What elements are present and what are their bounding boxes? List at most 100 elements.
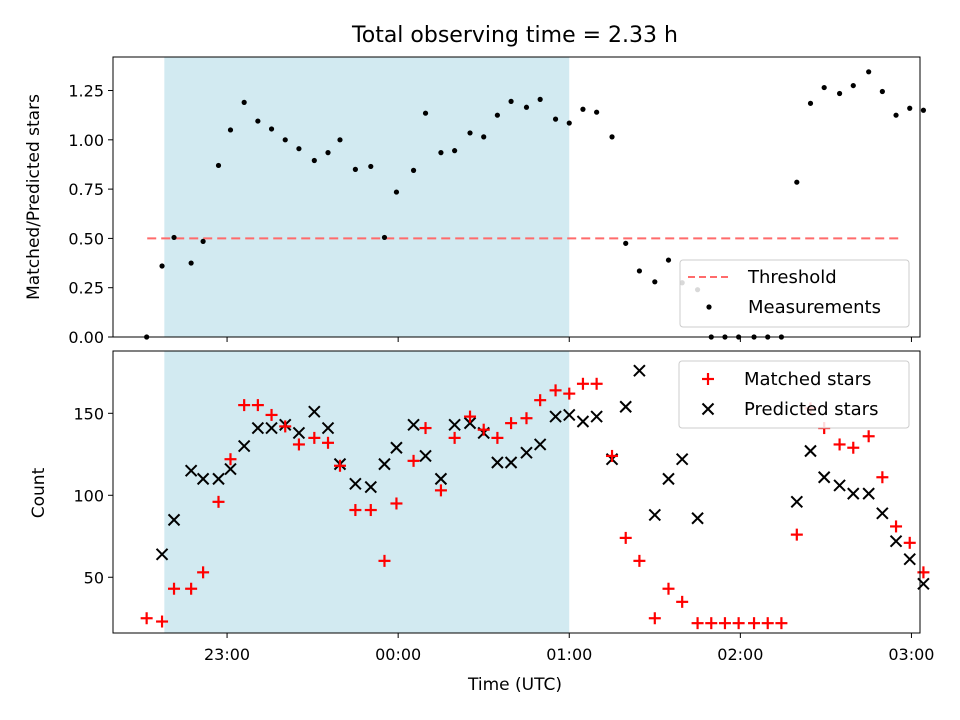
- measurement-point: [920, 107, 927, 113]
- matched-point: [761, 617, 774, 630]
- predicted-point: [349, 477, 362, 491]
- measurement-point: [807, 100, 814, 106]
- matched-point: [619, 531, 632, 544]
- measurement-point: [594, 109, 600, 115]
- x-axis-label: Time (UTC): [467, 675, 562, 695]
- count-xtick-label: 03:00: [888, 645, 934, 664]
- predicted-point: [167, 513, 181, 527]
- measurement-point: [159, 263, 165, 269]
- matched-point: [491, 431, 504, 444]
- predicted-point: [876, 507, 889, 520]
- measurement-point: [850, 82, 856, 89]
- predicted-point: [212, 472, 225, 486]
- predicted-point: [862, 487, 875, 500]
- ratio-shaded-interval: [164, 57, 570, 337]
- matched-point: [448, 431, 461, 444]
- predicted-point: [237, 439, 251, 453]
- matched-point: [590, 377, 603, 390]
- matched-point: [576, 377, 589, 390]
- measurement-point: [537, 96, 543, 102]
- ratio-legend: Threshold Measurements: [679, 259, 910, 328]
- measurement-points: [144, 69, 927, 340]
- ratio-ytick-label: 1.25: [68, 82, 104, 101]
- predicted-point: [533, 438, 547, 451]
- matched-point: [633, 554, 646, 567]
- measurement-point: [438, 150, 444, 156]
- predicted-point: [563, 408, 576, 422]
- matched-point: [790, 528, 803, 541]
- count-xtick-label: 02:00: [717, 645, 763, 664]
- matched-point: [168, 582, 181, 595]
- measurement-point: [215, 162, 222, 169]
- ratio-panel: 0.00 0.25 0.50 0.75 1.00 1.25 Matched/Predict…: [24, 56, 927, 347]
- matched-point: [775, 617, 788, 630]
- measurement-point: [652, 279, 658, 285]
- matched-point: [308, 431, 321, 444]
- measurement-point: [368, 163, 374, 170]
- matched-point: [732, 617, 745, 630]
- matched-point: [292, 438, 305, 451]
- matched-point: [705, 617, 718, 630]
- measurement-point: [255, 118, 261, 124]
- predicted-point: [833, 479, 846, 492]
- measurement-point: [422, 110, 429, 116]
- matched-point: [407, 454, 420, 467]
- count-ytick-label: 100: [73, 486, 104, 505]
- ratio-ytick-label: 0.75: [68, 180, 104, 199]
- legend-predicted-swatch: [701, 402, 715, 416]
- predicted-point: [448, 418, 461, 431]
- matched-point: [520, 412, 533, 425]
- measurement-point: [636, 268, 643, 274]
- measurement-point: [171, 234, 177, 241]
- measurement-point: [268, 126, 275, 132]
- measurement-point: [552, 116, 559, 122]
- predicted-point: [155, 548, 169, 561]
- predicted-point: [662, 472, 675, 486]
- count-panel: 50 100 150 23:00 00:00 01:00 02:00 03:00 Count…: [29, 350, 934, 695]
- matched-point: [648, 612, 661, 625]
- measurement-point: [393, 189, 400, 195]
- matched-points: [140, 377, 930, 630]
- predicted-point: [790, 495, 804, 509]
- predicted-point: [889, 534, 903, 548]
- predicted-point: [817, 471, 831, 484]
- matched-point: [390, 497, 403, 510]
- matched-point: [140, 612, 153, 625]
- predicted-point: [675, 453, 689, 466]
- measurement-point: [907, 105, 913, 111]
- measurement-point: [893, 112, 899, 118]
- legend-predicted-label: Predicted stars: [744, 399, 878, 420]
- predicted-point: [804, 444, 817, 458]
- predicted-point: [463, 416, 477, 430]
- measurement-point: [609, 134, 615, 140]
- predicted-point: [619, 400, 632, 413]
- matched-point: [464, 410, 477, 423]
- ratio-ylabel: Matched/Predicted stars: [24, 94, 44, 300]
- measurement-point: [241, 99, 247, 105]
- matched-point: [505, 417, 518, 430]
- predicted-point: [390, 441, 403, 454]
- matched-point: [563, 387, 576, 400]
- matched-point: [549, 384, 562, 397]
- matched-point: [279, 420, 292, 433]
- predicted-point: [251, 421, 265, 435]
- measurement-point: [325, 150, 331, 156]
- matched-point: [197, 566, 210, 579]
- count-ylabel: Count: [29, 467, 49, 518]
- matched-point: [876, 471, 889, 484]
- predicted-point: [196, 472, 210, 486]
- matched-point: [662, 582, 675, 595]
- matched-point: [238, 399, 251, 412]
- matched-point: [833, 438, 846, 451]
- predicted-point: [292, 426, 306, 440]
- measurement-point: [508, 98, 514, 104]
- predicted-point: [378, 457, 391, 471]
- measurement-point: [665, 257, 672, 263]
- predicted-point: [847, 487, 860, 500]
- measurement-point: [623, 240, 629, 246]
- matched-point: [349, 504, 362, 517]
- matched-point: [718, 617, 731, 630]
- predicted-point: [504, 456, 518, 469]
- matched-point: [224, 453, 237, 466]
